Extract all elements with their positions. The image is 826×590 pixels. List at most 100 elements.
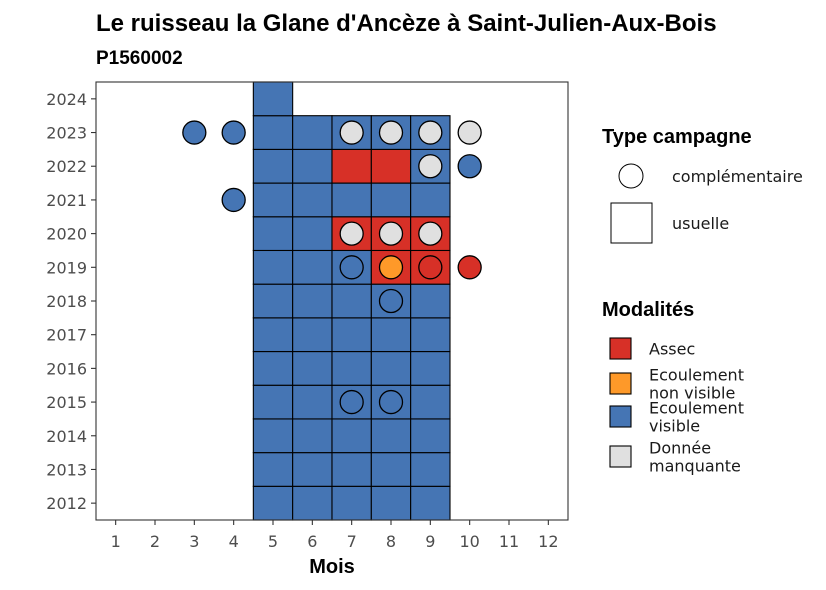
tile-2021-6 <box>292 182 333 218</box>
tile-2021-8 <box>370 182 412 218</box>
y-tick-label: 2019 <box>46 258 87 277</box>
point-2022-9 <box>418 154 443 179</box>
tile-2019-6 <box>292 249 333 285</box>
y-tick-label: 2015 <box>46 393 87 412</box>
complementaire-points <box>182 120 482 415</box>
y-tick-label: 2014 <box>46 427 87 446</box>
tile-2023-5 <box>252 115 294 150</box>
tile-2016-7 <box>331 350 372 386</box>
legend-key-visible <box>609 405 632 428</box>
x-tick-label: 11 <box>499 532 519 551</box>
point-2019-7 <box>339 255 364 280</box>
tile-2014-7 <box>331 418 372 454</box>
tile-2012-9 <box>410 485 451 521</box>
y-tick-label: 2021 <box>46 191 87 210</box>
y-tick-label: 2017 <box>46 326 87 345</box>
point-2015-7 <box>339 389 364 415</box>
tile-2013-8 <box>370 452 412 487</box>
tile-2014-8 <box>370 418 412 454</box>
legend-label-non_visible: non visible <box>649 384 735 403</box>
point-2023-9 <box>418 120 443 145</box>
tile-2017-5 <box>252 317 294 353</box>
y-tick-label: 2020 <box>46 225 87 244</box>
x-tick-label: 3 <box>189 532 199 551</box>
y-tick-label: 2016 <box>46 359 87 378</box>
chart-subtitle: P1560002 <box>96 48 183 69</box>
x-tick-label: 2 <box>150 532 160 551</box>
x-tick-label: 5 <box>268 532 278 551</box>
legend-shape-label-complementaire: complémentaire <box>672 167 803 186</box>
tile-2013-6 <box>292 452 333 487</box>
y-axis: 2012 2013 2014 2015 2016 2017 2018 2019 2020 2021… <box>46 90 96 513</box>
legend-label-visible: visible <box>649 417 700 436</box>
y-tick-label: 2018 <box>46 292 87 311</box>
tile-2017-8 <box>370 317 412 353</box>
x-tick-label: 7 <box>347 532 357 551</box>
y-tick-label: 2022 <box>46 157 87 176</box>
tile-2016-8 <box>370 350 412 386</box>
legend-circle-key <box>618 163 644 189</box>
point-2021-4 <box>221 187 246 213</box>
legend-key-manquante <box>609 445 632 468</box>
tile-2018-6 <box>292 283 333 319</box>
tile-2013-7 <box>331 452 372 487</box>
x-axis: 1 2 3 4 5 6 7 8 9 10 11 12 <box>111 520 559 551</box>
x-axis-title: Mois <box>309 556 355 578</box>
tile-2017-6 <box>292 317 333 353</box>
legend-shape-title: Type campagne <box>602 126 752 148</box>
point-2023-4 <box>221 120 246 145</box>
legend-shape: Type campagne complémentaire usuelle <box>602 126 803 244</box>
point-2023-8 <box>378 120 404 145</box>
tile-2015-9 <box>410 384 451 420</box>
tile-2018-7 <box>331 283 372 319</box>
point-2020-9 <box>418 221 443 246</box>
x-tick-label: 6 <box>307 532 317 551</box>
tile-2016-9 <box>410 350 451 386</box>
tile-2018-5 <box>252 283 294 319</box>
legend-label-assec: Assec <box>649 340 695 359</box>
point-2019-10 <box>457 255 482 280</box>
legend-color-title: Modalités <box>602 299 694 321</box>
legend-key-assec <box>609 337 632 360</box>
tile-2023-6 <box>292 115 333 150</box>
x-tick-label: 8 <box>386 532 396 551</box>
x-tick-label: 4 <box>229 532 239 551</box>
x-tick-label: 9 <box>425 532 435 551</box>
legend-label-visible: Ecoulement <box>649 399 744 418</box>
x-tick-label: 10 <box>459 532 479 551</box>
legend-shape-label-usuelle: usuelle <box>672 214 729 233</box>
legend-label-non_visible: Ecoulement <box>649 366 744 385</box>
tile-2014-9 <box>410 418 451 454</box>
tile-2022-6 <box>292 148 333 184</box>
y-tick-label: 2024 <box>46 90 87 109</box>
point-2020-7 <box>339 221 364 246</box>
tile-2017-9 <box>410 317 451 353</box>
point-2019-8 <box>378 255 404 280</box>
legend-key-non_visible <box>609 372 632 395</box>
tile-2021-5 <box>252 182 294 218</box>
tile-2013-5 <box>252 452 294 487</box>
tile-2022-8 <box>370 148 412 184</box>
point-2020-8 <box>378 221 404 246</box>
tile-2012-8 <box>370 485 412 521</box>
point-2022-10 <box>457 154 482 179</box>
tile-2021-7 <box>331 182 372 218</box>
tile-2022-7 <box>331 148 372 184</box>
tile-2024-5 <box>252 81 294 117</box>
tile-2015-6 <box>292 384 333 420</box>
legend-square-key <box>610 202 653 244</box>
legend-label-manquante: Donnée <box>649 439 711 458</box>
x-tick-label: 12 <box>538 532 558 551</box>
tile-2017-7 <box>331 317 372 353</box>
tile-2014-6 <box>292 418 333 454</box>
tile-2018-9 <box>410 283 451 319</box>
tile-2020-6 <box>292 216 333 252</box>
tile-2012-7 <box>331 485 372 521</box>
x-tick-label: 1 <box>111 532 121 551</box>
y-tick-label: 2023 <box>46 124 87 143</box>
y-tick-label: 2013 <box>46 460 87 479</box>
tile-2013-9 <box>410 452 451 487</box>
plot-area <box>95 81 569 521</box>
tile-2016-5 <box>252 350 294 386</box>
